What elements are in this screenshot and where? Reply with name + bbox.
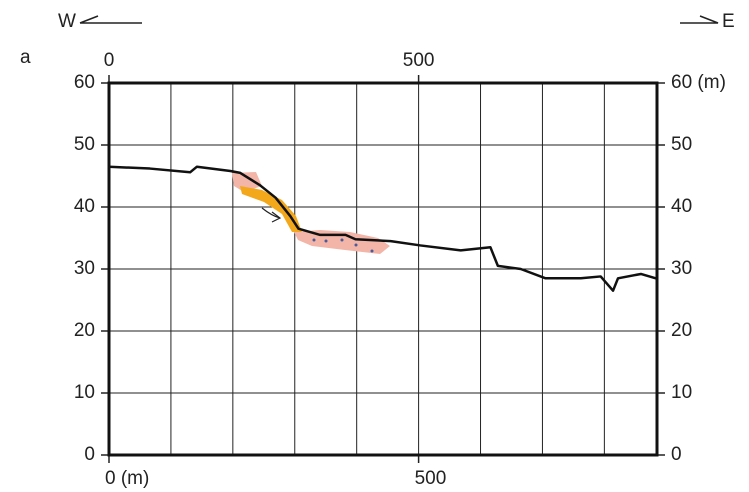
panel-label: a — [20, 47, 31, 68]
x-tick-label: 0 (m) — [105, 468, 149, 489]
y2-tick-label: 60 (m) — [671, 72, 726, 93]
y-tick-label: 0 — [84, 444, 95, 465]
blue-dots — [312, 238, 374, 253]
y2-tick-label: 10 — [671, 382, 692, 403]
y2-tick-label: 40 — [671, 196, 692, 217]
y2-tick-label: 0 — [671, 444, 682, 465]
y-tick-label: 30 — [74, 258, 95, 279]
y2-tick-label: 30 — [671, 258, 692, 279]
y-tick-label: 40 — [74, 196, 95, 217]
x2-tick-label: 500 — [403, 50, 435, 71]
east-label: E — [722, 11, 735, 32]
movement-arrow — [261, 207, 282, 223]
y2-tick-label: 20 — [671, 320, 692, 341]
west-label: W — [58, 11, 76, 32]
frame-layer — [107, 81, 659, 457]
profile-line — [108, 165, 657, 292]
x-tick-label: 500 — [415, 468, 447, 489]
y2-tick-label: 50 — [671, 134, 692, 155]
y-tick-label: 60 — [74, 72, 95, 93]
y-tick-label: 50 — [74, 134, 95, 155]
plot-frame — [107, 81, 659, 457]
toe-deposit — [294, 230, 390, 254]
east-arrow — [680, 15, 719, 24]
y-tick-label: 20 — [74, 320, 95, 341]
scarp-deposit — [232, 172, 262, 192]
west-arrow — [79, 15, 142, 24]
y-tick-label: 10 — [74, 382, 95, 403]
x2-tick-label: 0 — [104, 50, 115, 71]
plot-area: 0 10 20 30 40 50 60 0 10 20 30 40 50 60 (m) 0 (m) 500 0 5… — [74, 50, 726, 489]
landslide-body — [240, 186, 302, 232]
